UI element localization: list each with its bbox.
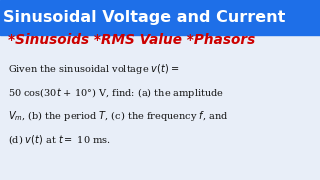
Text: *Sinusoids *RMS Value *Phasors: *Sinusoids *RMS Value *Phasors [8,33,255,48]
Text: $V_m$, (b) the period $T$, (c) the frequency $f$, and: $V_m$, (b) the period $T$, (c) the frequ… [8,109,228,123]
Text: Given the sinusoidal voltage $v(t) =$: Given the sinusoidal voltage $v(t) =$ [8,62,179,76]
Text: Sinusoidal Voltage and Current: Sinusoidal Voltage and Current [3,10,285,25]
Bar [0,0,320,35]
Text: (d) $v(t)$ at $t =$ 10 ms.: (d) $v(t)$ at $t =$ 10 ms. [8,133,111,146]
Text: 50 cos(30$t$ + 10°) V, find: (a) the amplitude: 50 cos(30$t$ + 10°) V, find: (a) the amp… [8,86,224,100]
